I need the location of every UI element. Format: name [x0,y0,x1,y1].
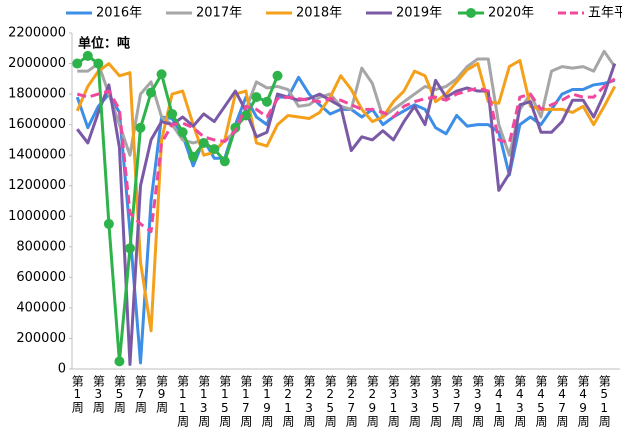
x-tick-label: 第1周 [70,375,84,414]
y-tick-label: 1000000 [8,209,66,224]
y-tick-label: 800000 [16,239,66,254]
x-tick-label: 第27周 [344,375,358,428]
y-tick-label: 2000000 [8,56,66,71]
y-tick-label: 1400000 [8,148,66,163]
data-point [146,87,157,98]
legend-label: 五年平均 [588,6,622,21]
data-point [272,70,283,81]
legend-label: 2016年 [96,6,142,21]
y-tick-label: 0 [58,362,66,377]
unit-annotation: 单位：吨 [78,36,130,52]
x-tick-label: 第7周 [134,375,148,414]
data-point [103,218,114,229]
x-tick-label: 第23周 [302,375,316,428]
data-point [156,69,167,80]
data-point [209,144,220,155]
x-tick-label: 第9周 [155,375,169,414]
x-tick-label: 第13周 [197,375,211,428]
x-tick-label: 第29周 [365,375,379,428]
data-point [251,92,262,103]
x-tick-label: 第5周 [112,375,126,414]
legend-label: 2020年 [488,6,534,21]
data-point [261,96,272,107]
data-point [177,127,188,138]
x-tick-label: 第51周 [597,375,611,428]
data-point [114,356,125,367]
x-tick-label: 第25周 [323,375,337,428]
data-point [82,50,93,61]
legend-label: 2019年 [396,6,442,21]
x-tick-label: 第45周 [534,375,548,428]
data-point [135,122,146,133]
x-tick-label: 第37周 [450,375,464,428]
data-point [198,137,209,148]
legend-marker [466,8,476,18]
x-tick-label: 第19周 [260,375,274,428]
x-tick-label: 第15周 [218,375,232,428]
x-tick-label: 第41周 [492,375,506,428]
data-point [124,243,135,254]
data-point [240,110,251,121]
y-tick-label: 1200000 [8,178,66,193]
y-tick-label: 600000 [16,270,66,285]
y-tick-label: 2200000 [8,26,66,41]
data-point [219,156,230,167]
x-tick-label: 第21周 [281,375,295,428]
y-tick-label: 1800000 [8,87,66,102]
x-tick-label: 第31周 [386,375,400,428]
x-tick-label: 第35周 [429,375,443,428]
data-point [72,58,83,69]
x-tick-label: 第11周 [176,375,190,428]
series-line [75,58,617,333]
series-line [76,77,616,234]
series-line [76,63,617,366]
data-point [167,108,178,119]
x-tick-label: 第49周 [576,375,590,428]
y-tick-label: 400000 [16,300,66,315]
x-tick-label: 第33周 [408,375,422,428]
data-point [188,151,199,162]
x-tick-label: 第39周 [471,375,485,428]
y-tick-label: 1600000 [8,117,66,132]
y-tick-label: 200000 [16,331,66,346]
x-tick-label: 第43周 [513,375,527,428]
legend-label: 2018年 [296,6,342,21]
x-tick-label: 第3周 [91,375,105,414]
x-tick-label: 第17周 [239,375,253,428]
data-point [93,58,104,69]
x-tick-label: 第47周 [555,375,569,428]
legend-label: 2017年 [196,6,242,21]
